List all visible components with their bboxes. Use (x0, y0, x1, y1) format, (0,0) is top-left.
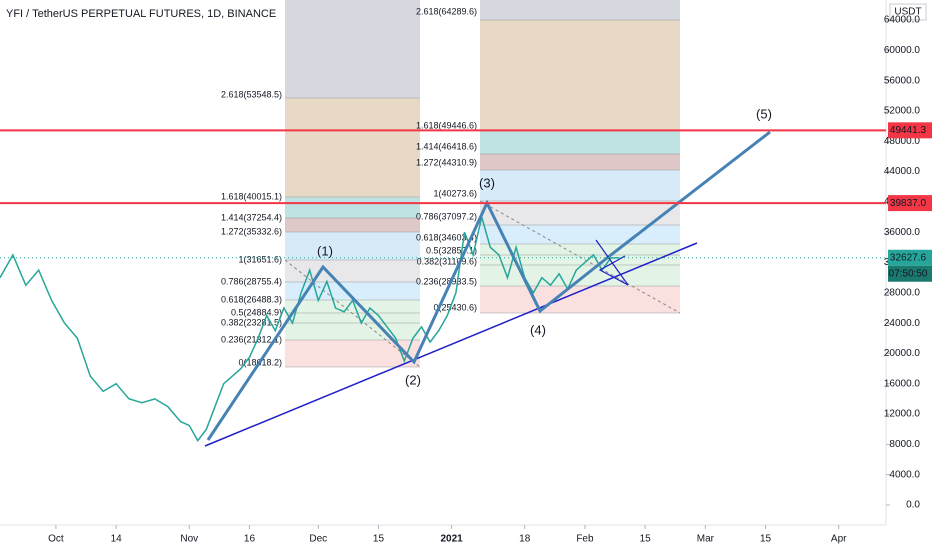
price-tag (888, 195, 932, 212)
fib-label: 1.272(44310.9) (416, 157, 477, 167)
x-tick-label: Mar (697, 534, 715, 545)
fib-diagonal (284, 259, 421, 368)
y-tick-label: 44000.0 (884, 166, 921, 177)
zone (285, 197, 420, 218)
fib-label: 0(25430.6) (433, 302, 477, 312)
triangle (595, 239, 629, 286)
y-tick-label: 24000.0 (884, 318, 921, 329)
wave-label: (5) (756, 106, 772, 121)
fib-label: 0.618(26488.3) (221, 294, 282, 304)
zone (480, 170, 680, 201)
x-tick-label: Oct (48, 534, 64, 545)
y-tick-label: 60000.0 (884, 45, 921, 56)
fib-label: 1(31651.6) (238, 254, 282, 264)
fib-label: 0.382(23281.5) (221, 317, 282, 327)
fib-label: 1.272(35332.6) (221, 226, 282, 236)
x-tick-label: 15 (640, 534, 652, 545)
zone (480, 154, 680, 170)
zone (480, 225, 680, 244)
x-tick-label: Apr (831, 534, 847, 545)
zone (480, 130, 680, 154)
fib-label: 0.236(28933.5) (416, 276, 477, 286)
timer-tag (888, 265, 932, 282)
wave-label: (2) (405, 372, 421, 387)
fib-label: 1.618(49446.6) (416, 120, 477, 130)
fib-label: 1.618(40015.1) (221, 191, 282, 201)
timer-label: 07:50:50 (889, 268, 928, 279)
fib-label: 1.414(46418.6) (416, 141, 477, 151)
zone (285, 232, 420, 260)
zone (480, 20, 680, 130)
x-tick-label: 2021 (440, 534, 463, 545)
trend-line (204, 242, 698, 447)
fib-label: 0.382(31109.6) (417, 256, 477, 266)
fib-label: 0.618(34603.4) (416, 232, 477, 242)
x-tick-label: 14 (111, 534, 123, 545)
y-tick-label: 36000.0 (884, 227, 921, 238)
fib-label: 1(40273.6) (433, 188, 477, 198)
fib-label: 0.5(24884.9) (231, 307, 282, 317)
x-tick-label: 15 (373, 534, 385, 545)
price-tag (888, 122, 932, 139)
y-tick-label: 28000.0 (884, 287, 921, 298)
price-tag-label: 49441.3 (890, 125, 927, 136)
zone (285, 218, 420, 232)
x-tick-label: Feb (576, 534, 594, 545)
zone (480, 286, 680, 313)
y-tick-label: 64000.0 (884, 15, 921, 26)
y-tick-label: 8000.0 (889, 439, 920, 450)
y-tick-label: 52000.0 (884, 106, 921, 117)
fib-label: 0.786(37097.2) (416, 211, 477, 221)
y-tick-label: 16000.0 (884, 378, 921, 389)
y-tick-label: 20000.0 (884, 348, 921, 359)
zone (285, 260, 420, 282)
fib-label: 0.236(21312.1) (221, 334, 282, 344)
fib-zones (285, 0, 680, 367)
wave-label: (1) (317, 243, 333, 258)
zone (285, 98, 420, 197)
fib-label: 2.618(53548.5) (221, 89, 282, 99)
y-tick-label: 48000.0 (884, 136, 921, 147)
x-tick-label: Dec (309, 534, 327, 545)
x-tick-label: 18 (519, 534, 531, 545)
price-tag-label: 32627.6 (890, 252, 927, 263)
x-tick-label: Nov (180, 534, 198, 545)
fib-label: 2.618(64289.6) (416, 6, 477, 16)
currency: USDT (894, 7, 921, 18)
chart-title: YFI / TetherUS PERPETUAL FUTURES, 1D, BI… (6, 8, 276, 20)
zone (285, 300, 420, 340)
price-tag-label: 39837.0 (890, 198, 927, 209)
fib-label: 1.414(37254.4) (221, 212, 282, 222)
zone (285, 340, 420, 367)
zone (480, 201, 680, 225)
zone (285, 0, 420, 98)
y-tick-label: 0.0 (906, 500, 920, 511)
fib-label: 0.786(28755.4) (221, 276, 282, 286)
wave-label: (3) (479, 175, 495, 190)
wave-label: (4) (530, 322, 546, 337)
zone (480, 0, 680, 20)
fib-label: 0.5(32857.1) (426, 245, 477, 255)
fib-diagonal (479, 200, 681, 314)
y-tick-label: 4000.0 (889, 469, 920, 480)
y-tick-label: 56000.0 (884, 75, 921, 86)
x-tick-label: 16 (244, 534, 256, 545)
currency-box[interactable] (889, 3, 927, 21)
price-tag (888, 249, 932, 266)
x-tick-label: 15 (760, 534, 772, 545)
y-tick-label: 12000.0 (884, 409, 921, 420)
